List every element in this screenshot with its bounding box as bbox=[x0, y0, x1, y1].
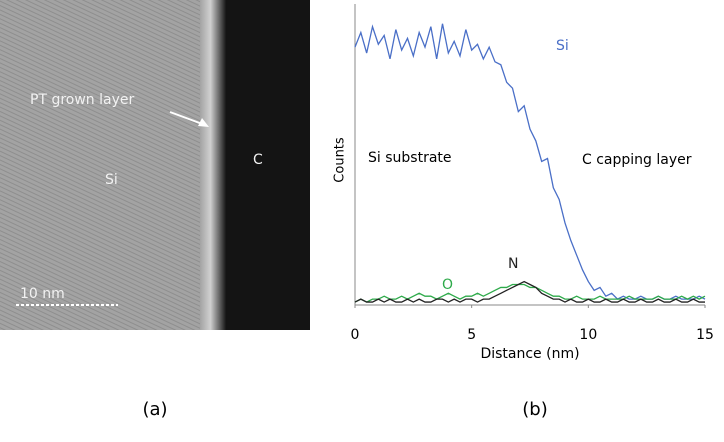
series-label: Si bbox=[556, 38, 569, 54]
scale-label: 10 nm bbox=[20, 286, 65, 302]
layer-label: PT grown layer bbox=[30, 92, 134, 108]
c-label: C bbox=[253, 152, 263, 168]
series-line bbox=[354, 283, 706, 303]
si-region bbox=[0, 0, 200, 330]
x-axis-label: Distance (nm) bbox=[480, 346, 579, 362]
caption: (a) bbox=[142, 399, 167, 420]
arrow bbox=[169, 111, 206, 126]
x-tick-label: 10 bbox=[579, 327, 597, 343]
series-label: O bbox=[442, 277, 453, 293]
series-line bbox=[354, 280, 705, 303]
x-tick-label: 5 bbox=[467, 327, 476, 343]
chart: Counts Distance (nm) Si substrate C capp… bbox=[333, 137, 692, 362]
c-region bbox=[226, 0, 310, 330]
series-label: N bbox=[508, 256, 518, 272]
interface bbox=[200, 0, 226, 330]
y-axis-label: Counts bbox=[333, 137, 348, 183]
x-tick-label: 15 bbox=[696, 327, 714, 343]
caption: (b) bbox=[522, 399, 547, 420]
annotation: C capping layer bbox=[582, 152, 692, 168]
tem-image: PT grown layer Si C 10 nm bbox=[0, 0, 310, 330]
annotation: Si substrate bbox=[368, 150, 452, 166]
x-tick-label: 0 bbox=[351, 327, 360, 343]
si-label: Si bbox=[105, 172, 118, 188]
arrow-head bbox=[198, 118, 209, 127]
